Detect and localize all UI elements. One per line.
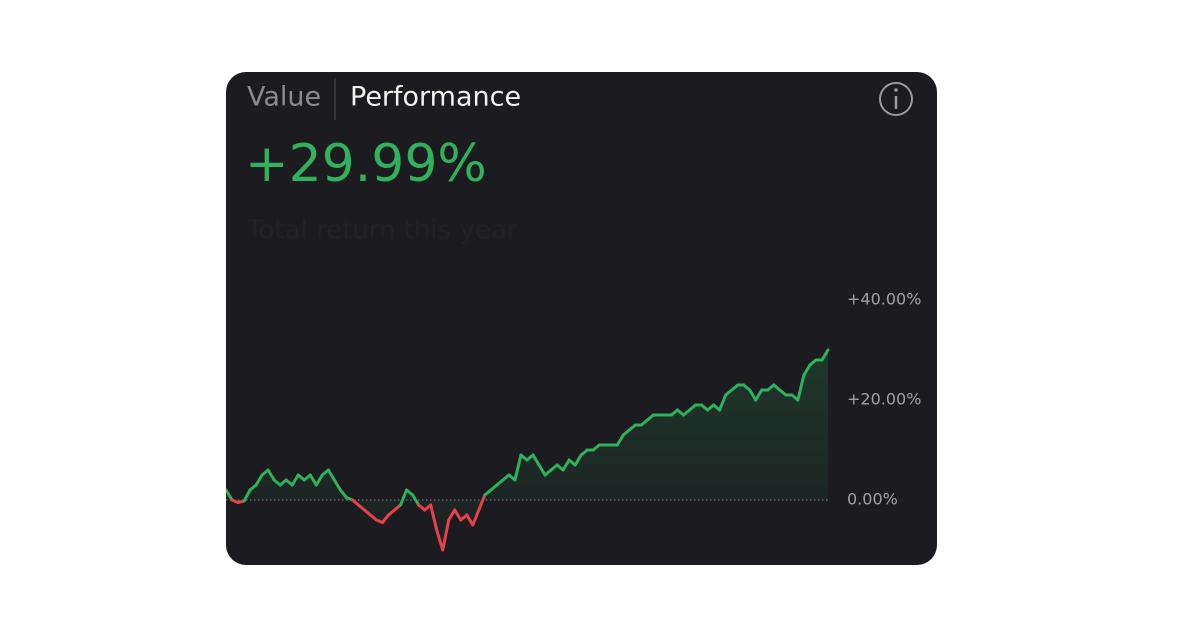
line-segment [573, 453, 583, 467]
line-segment [226, 488, 234, 502]
line-segment [754, 388, 764, 402]
line-segment [718, 393, 728, 412]
line-segment [411, 493, 421, 507]
line-segment [796, 373, 806, 402]
info-dot [894, 88, 898, 92]
plot [226, 348, 830, 552]
line-segment [477, 493, 487, 512]
line-segment [820, 348, 830, 362]
y-tick-label: +40.00% [847, 290, 921, 309]
line-segment [435, 528, 445, 552]
line-segment [802, 363, 812, 377]
line-segment [531, 453, 541, 467]
line-segment [441, 518, 451, 552]
line-segment [399, 488, 409, 507]
line-segment [242, 488, 252, 503]
line-segment [471, 508, 481, 527]
info-button[interactable] [879, 82, 913, 116]
line-segment [314, 473, 324, 487]
line-segment [338, 488, 348, 499]
area [226, 350, 828, 550]
line-segment [513, 453, 523, 482]
subtitle: Total return this year [246, 216, 518, 246]
line-segment [290, 473, 300, 487]
line-segment [537, 463, 547, 477]
tab-value[interactable]: Value [247, 82, 321, 113]
line-segment [615, 433, 625, 447]
line-segment [326, 468, 336, 482]
line-segment [266, 468, 276, 482]
headline: +29.99% [245, 134, 487, 194]
line-segment [254, 473, 264, 487]
line-segment [332, 478, 342, 492]
line-segment [453, 508, 463, 522]
line-segment [429, 503, 439, 532]
y-tick-label: +20.00% [847, 390, 921, 409]
line-segment [447, 508, 457, 522]
line-segment [465, 513, 475, 527]
line-segment [748, 388, 758, 402]
line-segment [561, 458, 571, 472]
tab-performance[interactable]: Performance [350, 82, 521, 113]
line-segment [381, 513, 391, 524]
y-tick-label: 0.00% [847, 490, 898, 509]
line-segment [308, 473, 318, 487]
info-circle [879, 82, 913, 116]
